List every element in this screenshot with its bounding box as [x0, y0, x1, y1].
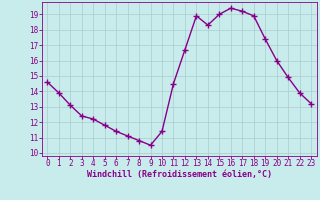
X-axis label: Windchill (Refroidissement éolien,°C): Windchill (Refroidissement éolien,°C) — [87, 170, 272, 179]
